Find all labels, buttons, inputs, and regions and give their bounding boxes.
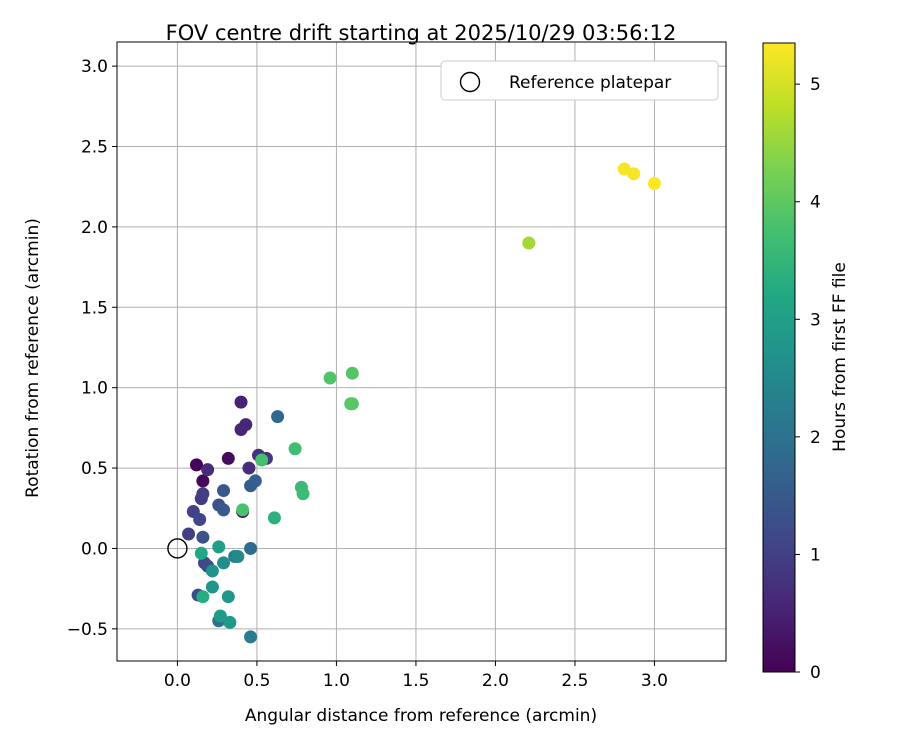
scatter-point	[212, 540, 226, 554]
scatter-point	[345, 397, 359, 411]
data-points	[182, 162, 661, 644]
scatter-point	[190, 458, 204, 472]
scatter-point	[196, 590, 210, 604]
colorbar-label: Hours from first FF file	[830, 262, 850, 452]
colorbar-tick-label: 0	[810, 663, 821, 683]
scatter-point	[239, 418, 253, 432]
plot-frame	[116, 41, 727, 662]
scatter-point	[323, 371, 337, 385]
grid	[117, 42, 726, 661]
scatter-point	[248, 474, 262, 488]
scatter-point	[196, 487, 210, 501]
scatter-point	[193, 513, 207, 527]
scatter-point	[522, 236, 536, 250]
scatter-point	[296, 487, 310, 501]
x-tick-label: 1.0	[323, 671, 350, 691]
y-tick-label: 2.5	[81, 138, 108, 158]
colorbar-ticks: 0 1 2 3 4 5	[795, 75, 821, 683]
scatter-point	[647, 176, 661, 190]
colorbar-tick-label: 4	[810, 193, 821, 213]
colorbar: 0 1 2 3 4 5 Hours from first FF file	[762, 42, 850, 683]
legend-entry-reference: Reference platepar	[509, 73, 671, 93]
scatter-point	[345, 366, 359, 380]
scatter-point	[236, 503, 250, 517]
scatter-point	[201, 463, 215, 477]
scatter-point	[242, 461, 256, 475]
scatter-point	[244, 630, 258, 644]
scatter-point	[271, 410, 285, 424]
x-tick-label: 0.0	[164, 671, 191, 691]
scatter-point	[182, 527, 196, 541]
reference-platepar-marker	[167, 538, 188, 559]
colorbar-tick-label: 5	[810, 75, 821, 95]
y-tick-label: 0.5	[81, 459, 108, 479]
legend: Reference platepar	[440, 60, 719, 101]
scatter-point	[288, 442, 302, 456]
y-tick-label: 3.0	[81, 57, 108, 77]
scatter-point	[205, 564, 219, 578]
reference-layer	[167, 538, 188, 559]
scatter-point	[223, 615, 237, 629]
y-tick-label: −0.5	[67, 620, 108, 640]
scatter-point	[231, 549, 245, 563]
scatter-point	[244, 541, 258, 555]
scatter-point	[627, 167, 641, 181]
x-tick-label: 0.5	[243, 671, 270, 691]
x-tick-label: 3.0	[641, 671, 668, 691]
y-axis-label: Rotation from reference (arcmin)	[23, 218, 43, 498]
colorbar-tick-label: 2	[810, 428, 821, 448]
scatter-point	[221, 451, 235, 465]
scatter-point	[194, 546, 208, 560]
scatter-point	[196, 530, 210, 544]
chart-title: FOV centre drift starting at 2025/10/29 …	[166, 21, 677, 45]
scatter-point	[217, 484, 231, 498]
legend-box	[440, 60, 719, 101]
scatter-point	[196, 474, 210, 488]
y-axis-ticks: −0.5 0.0 0.5 1.0 1.5 2.0 2.5 3.0	[67, 57, 117, 640]
y-tick-label: 2.0	[81, 218, 108, 238]
colorbar-tick-label: 1	[810, 545, 821, 565]
scatter-point	[205, 580, 219, 594]
scatter-point	[234, 395, 248, 409]
scatter-point	[217, 503, 231, 517]
colorbar-tick-label: 3	[810, 310, 821, 330]
y-tick-label: 0.0	[81, 539, 108, 559]
scatter-point	[267, 511, 281, 525]
legend-marker-icon	[459, 71, 481, 93]
scatter-point	[213, 609, 227, 623]
colorbar-gradient	[762, 42, 796, 673]
x-tick-label: 1.5	[402, 671, 429, 691]
y-tick-label: 1.5	[81, 298, 108, 318]
scatter-point	[255, 453, 269, 467]
x-axis-label: Angular distance from reference (arcmin)	[245, 706, 597, 726]
y-tick-label: 1.0	[81, 379, 108, 399]
x-tick-label: 2.5	[561, 671, 588, 691]
x-axis-ticks: 0.0 0.5 1.0 1.5 2.0 2.5 3.0	[164, 661, 668, 691]
x-tick-label: 2.0	[482, 671, 509, 691]
scatter-point	[217, 556, 231, 570]
scatter-point	[221, 590, 235, 604]
